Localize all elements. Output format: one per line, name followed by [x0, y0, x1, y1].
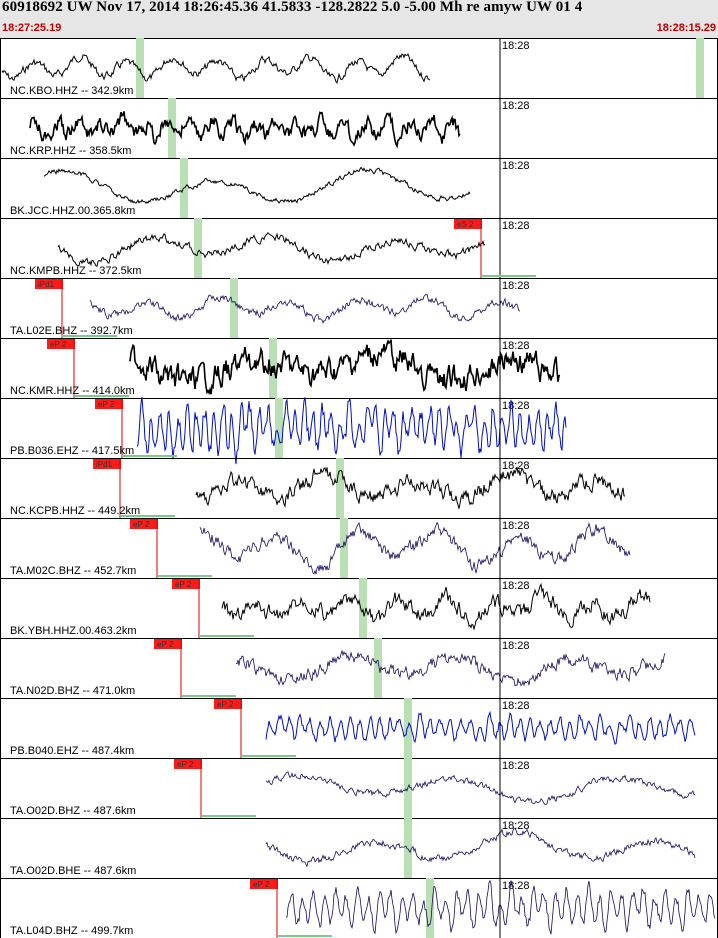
station-label: NC.KMPB.HHZ -- 372.5km	[10, 265, 141, 277]
phase-pick-flag[interactable]	[454, 219, 482, 229]
station-label: TA.O02D.BHZ -- 487.6km	[10, 805, 136, 817]
waveform	[195, 466, 626, 509]
phase-pick-flag[interactable]	[250, 879, 278, 889]
station-label: PB.B040.EHZ -- 487.4km	[10, 745, 134, 757]
phase-pick-label: eP 2	[217, 700, 234, 709]
end-time: 18:28:15.29	[656, 22, 716, 34]
minute-label: 18:28	[502, 640, 530, 652]
waveform	[29, 111, 461, 149]
minute-label: 18:28	[502, 820, 530, 832]
waveform	[199, 521, 631, 575]
waveform	[265, 771, 696, 805]
minute-label: 18:28	[502, 280, 530, 292]
station-label: TA.O02D.BHE -- 487.6km	[10, 865, 136, 877]
minute-label: 18:28	[502, 760, 530, 772]
phase-pick-label: iPd1	[96, 460, 113, 469]
station-label: TA.L04D.BHZ -- 499.7km	[10, 925, 133, 937]
arrival-bar	[230, 278, 238, 338]
minute-label: 18:28	[502, 880, 530, 892]
phase-pick-label: eP 2	[175, 580, 192, 589]
event-header: 60918692 UW Nov 17, 2014 18:26:45.36 41.…	[0, 0, 718, 38]
minute-label: 18:28	[502, 40, 530, 52]
waveform	[89, 293, 521, 324]
phase-pick-label: eS 2	[457, 220, 474, 229]
arrival-bar	[336, 458, 344, 518]
waveform	[1, 52, 431, 84]
minute-label: 18:28	[502, 520, 530, 532]
minute-label: 18:28	[502, 700, 530, 712]
phase-pick-flag[interactable]	[174, 759, 202, 769]
seismogram-panel[interactable]: 18:28 NC.KBO.HHZ -- 342.9km 18:28 NC.KRP.HH…	[0, 38, 718, 938]
arrival-bar	[404, 698, 412, 758]
arrival-bar	[404, 818, 412, 878]
waveform	[265, 710, 696, 745]
station-label: BK.YBH.HHZ.00.463.2km	[10, 625, 137, 637]
phase-pick-label: eP 2	[157, 640, 174, 649]
phase-pick-flag[interactable]	[130, 519, 158, 529]
phase-pick-label: eP 2	[98, 400, 115, 409]
phase-pick-flag[interactable]	[95, 399, 123, 409]
phase-pick-flag[interactable]	[172, 579, 200, 589]
arrival-bar	[696, 38, 704, 98]
event-title: 60918692 UW Nov 17, 2014 18:26:45.36 41.…	[2, 0, 583, 15]
waveform	[265, 827, 696, 868]
waveform	[235, 649, 666, 687]
minute-label: 18:28	[502, 220, 530, 232]
arrival-bar	[374, 638, 382, 698]
waveform	[43, 166, 471, 205]
arrival-bar	[426, 878, 434, 938]
phase-pick-label: eP 2	[50, 340, 67, 349]
phase-pick-label: eP 2	[177, 760, 194, 769]
station-label: NC.KMR.HHZ -- 414.0km	[10, 385, 135, 397]
arrival-bar	[359, 578, 367, 638]
phase-pick-flag[interactable]	[93, 459, 121, 469]
phase-pick-flag[interactable]	[154, 639, 182, 649]
minute-label: 18:28	[502, 100, 530, 112]
phase-pick-flag[interactable]	[47, 339, 75, 349]
waveform	[57, 232, 486, 267]
phase-pick-label: iPd1	[38, 280, 55, 289]
minute-label: 18:28	[502, 400, 530, 412]
phase-pick-label: eP 2	[253, 880, 270, 889]
arrival-bar	[194, 218, 202, 278]
arrival-bar	[340, 518, 348, 578]
waveform	[221, 582, 651, 631]
station-label: NC.KBO.HHZ -- 342.9km	[10, 85, 133, 97]
phase-pick-flag[interactable]	[35, 279, 63, 289]
start-time: 18:27:25.19	[2, 22, 62, 34]
arrival-bar	[275, 398, 283, 458]
phase-pick-label: eP 2	[133, 520, 150, 529]
phase-pick-flag[interactable]	[214, 699, 242, 709]
station-label: TA.N02D.BHZ -- 471.0km	[10, 685, 135, 697]
minute-label: 18:28	[502, 160, 530, 172]
station-label: NC.KRP.HHZ -- 358.5km	[10, 145, 131, 157]
waveform	[286, 879, 716, 935]
station-label: BK.JCC.HHZ.00.365.8km	[10, 205, 135, 217]
station-label: TA.L02E.BHZ -- 392.7km	[10, 325, 133, 337]
waveform	[129, 339, 561, 396]
station-label: PB.B036.EHZ -- 417.5km	[10, 445, 134, 457]
waveform	[136, 397, 567, 465]
minute-label: 18:28	[502, 580, 530, 592]
station-label: TA.M02C.BHZ -- 452.7km	[10, 565, 136, 577]
station-label: NC.KCPB.HHZ -- 449.2km	[10, 505, 140, 517]
minute-label: 18:28	[502, 340, 530, 352]
